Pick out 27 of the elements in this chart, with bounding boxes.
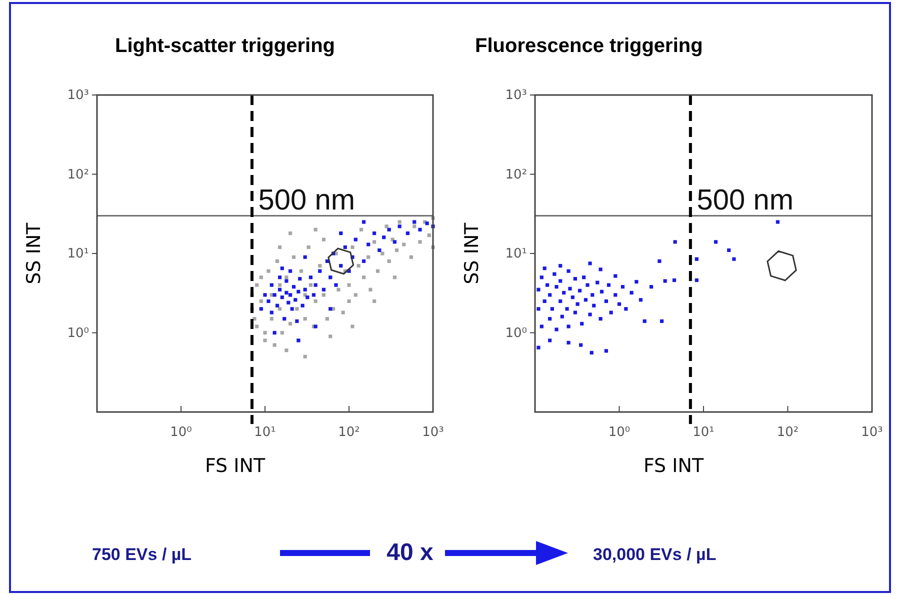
chart-title: Light-scatter triggering <box>115 35 336 57</box>
x-tick-label: 10² <box>776 425 799 440</box>
y-tick-label: 10³ <box>505 88 527 103</box>
y-tick-label: 10⁰ <box>67 326 89 341</box>
x-tick-label: 10¹ <box>692 425 714 440</box>
x-tick-label: 10³ <box>861 425 883 440</box>
ref-line-label: 500 nm <box>258 184 356 217</box>
y-tick-label: 10⁰ <box>505 326 527 341</box>
y-tick-label: 10³ <box>67 88 89 103</box>
ref-line-label: 500 nm <box>696 184 794 217</box>
text: 30,000 EVs / µL <box>593 545 716 564</box>
y-tick-label: 10¹ <box>505 246 527 262</box>
y-tick-label: 10² <box>505 167 527 182</box>
y-axis-title: SS INT <box>23 222 45 284</box>
y-axis-title: SS INT <box>461 222 483 284</box>
y-tick-label: 10² <box>67 167 89 182</box>
x-tick-label: 10¹ <box>254 425 276 440</box>
x-tick-label: 10⁰ <box>170 425 192 440</box>
text: 750 EVs / µL <box>92 545 192 564</box>
x-axis-title: FS INT <box>204 455 266 477</box>
text: 40 x <box>386 539 434 566</box>
y-tick-label: 10¹ <box>67 246 89 262</box>
x-tick-label: 10⁰ <box>608 425 630 440</box>
x-axis-title: FS INT <box>643 455 704 477</box>
chart-title: Fluorescence triggering <box>475 35 703 57</box>
x-tick-label: 10³ <box>422 425 444 440</box>
x-tick-label: 10² <box>338 425 360 440</box>
